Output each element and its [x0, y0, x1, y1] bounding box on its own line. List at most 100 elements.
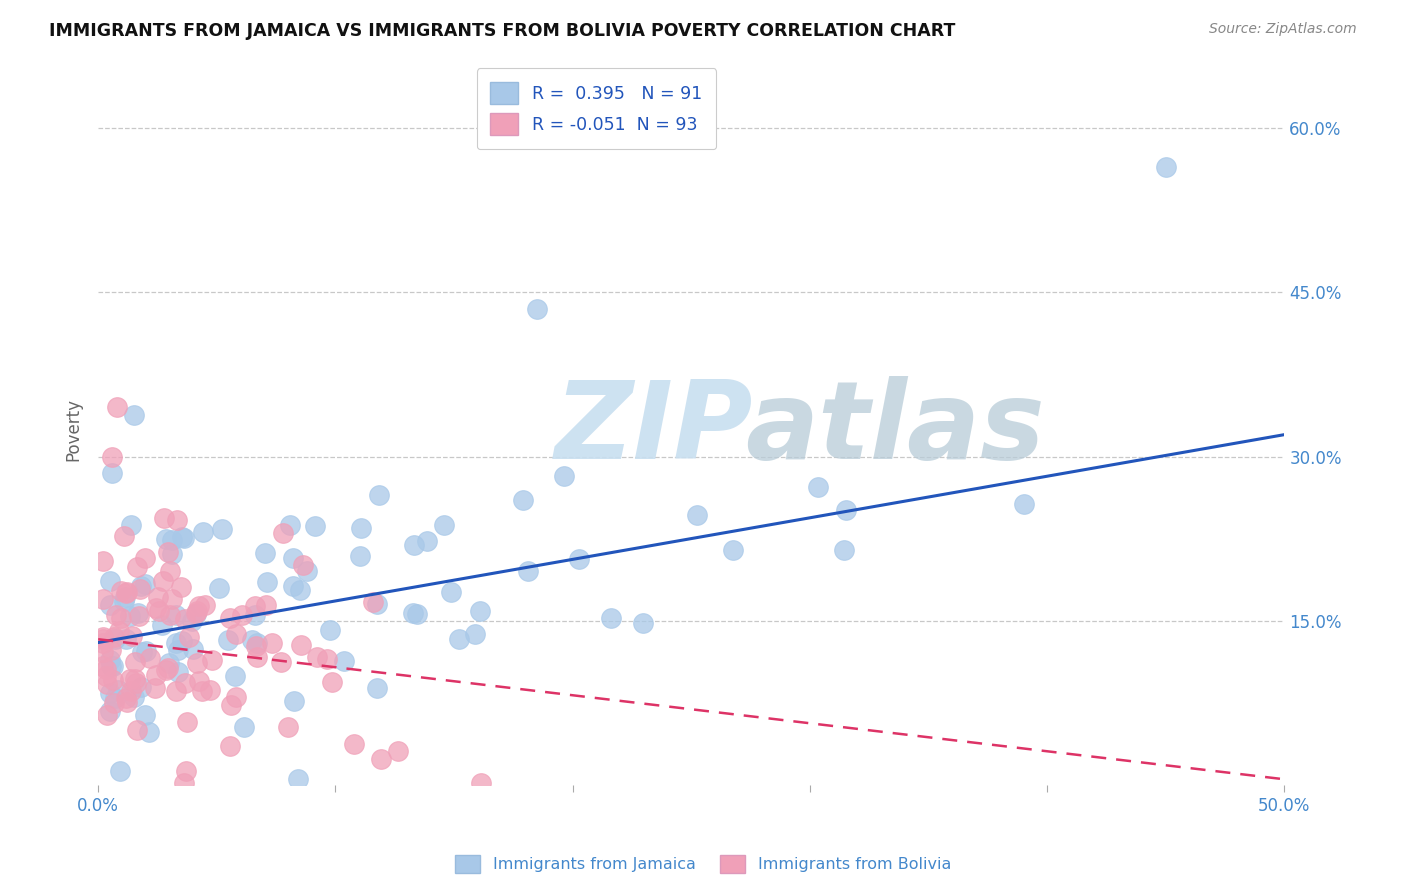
Point — [115, 695, 138, 709]
Point — [363, 595, 385, 609]
Point — [321, 675, 343, 690]
Point — [468, 604, 491, 618]
Point — [287, 772, 309, 787]
Point — [181, 614, 204, 628]
Point — [225, 627, 247, 641]
Point — [254, 598, 277, 612]
Point — [366, 681, 388, 695]
Point — [277, 719, 299, 733]
Point — [115, 586, 138, 600]
Point — [174, 612, 197, 626]
Point — [114, 594, 136, 608]
Point — [686, 508, 709, 523]
Point — [404, 537, 426, 551]
Point — [128, 609, 150, 624]
Point — [103, 630, 125, 644]
Point — [516, 564, 538, 578]
Point — [91, 636, 114, 650]
Point — [343, 738, 366, 752]
Point — [105, 607, 128, 622]
Point — [114, 691, 136, 706]
Point — [91, 632, 114, 646]
Point — [96, 669, 118, 683]
Point — [160, 547, 183, 561]
Point — [150, 617, 173, 632]
Point — [174, 676, 197, 690]
Point — [370, 752, 392, 766]
Text: ZIP: ZIP — [555, 376, 754, 483]
Point — [98, 704, 121, 718]
Point — [104, 632, 127, 646]
Point — [170, 580, 193, 594]
Point — [118, 672, 141, 686]
Point — [115, 632, 138, 646]
Point — [145, 601, 167, 615]
Point — [526, 301, 548, 316]
Point — [176, 714, 198, 729]
Point — [114, 591, 136, 605]
Point — [98, 686, 121, 700]
Point — [470, 775, 492, 789]
Point — [190, 684, 212, 698]
Point — [464, 627, 486, 641]
Point — [110, 583, 132, 598]
Point — [186, 657, 208, 671]
Point — [832, 542, 855, 557]
Point — [433, 517, 456, 532]
Point — [233, 720, 256, 734]
Point — [105, 401, 128, 415]
Point — [305, 650, 328, 665]
Point — [245, 639, 267, 653]
Point — [110, 610, 132, 624]
Point — [200, 682, 222, 697]
Point — [599, 611, 621, 625]
Point — [186, 604, 208, 618]
Point — [155, 533, 177, 547]
Point — [262, 636, 284, 650]
Point — [350, 521, 373, 535]
Point — [254, 546, 277, 560]
Point — [138, 724, 160, 739]
Point — [98, 574, 121, 588]
Point — [402, 606, 425, 620]
Point — [440, 584, 463, 599]
Point — [165, 607, 187, 622]
Point — [240, 632, 263, 647]
Point — [162, 592, 184, 607]
Point — [512, 492, 534, 507]
Point — [155, 664, 177, 678]
Point — [159, 565, 181, 579]
Point — [134, 551, 156, 566]
Point — [96, 662, 118, 676]
Point — [107, 682, 129, 697]
Point — [96, 677, 118, 691]
Point — [125, 676, 148, 690]
Point — [101, 467, 124, 481]
Text: IMMIGRANTS FROM JAMAICA VS IMMIGRANTS FROM BOLIVIA POVERTY CORRELATION CHART: IMMIGRANTS FROM JAMAICA VS IMMIGRANTS FR… — [49, 22, 956, 40]
Point — [315, 652, 337, 666]
Point — [104, 690, 127, 705]
Point — [96, 707, 118, 722]
Legend: Immigrants from Jamaica, Immigrants from Bolivia: Immigrants from Jamaica, Immigrants from… — [449, 848, 957, 880]
Point — [172, 530, 194, 544]
Point — [125, 723, 148, 737]
Point — [134, 707, 156, 722]
Point — [366, 597, 388, 611]
Point — [131, 645, 153, 659]
Point — [187, 599, 209, 614]
Point — [219, 698, 242, 712]
Point — [447, 632, 470, 647]
Text: Source: ZipAtlas.com: Source: ZipAtlas.com — [1209, 22, 1357, 37]
Point — [246, 650, 269, 665]
Point — [101, 673, 124, 688]
Point — [112, 529, 135, 543]
Point — [278, 518, 301, 533]
Point — [148, 604, 170, 618]
Point — [153, 511, 176, 525]
Point — [124, 690, 146, 704]
Point — [304, 519, 326, 533]
Point — [835, 503, 858, 517]
Point — [129, 680, 152, 694]
Point — [194, 598, 217, 612]
Point — [193, 524, 215, 539]
